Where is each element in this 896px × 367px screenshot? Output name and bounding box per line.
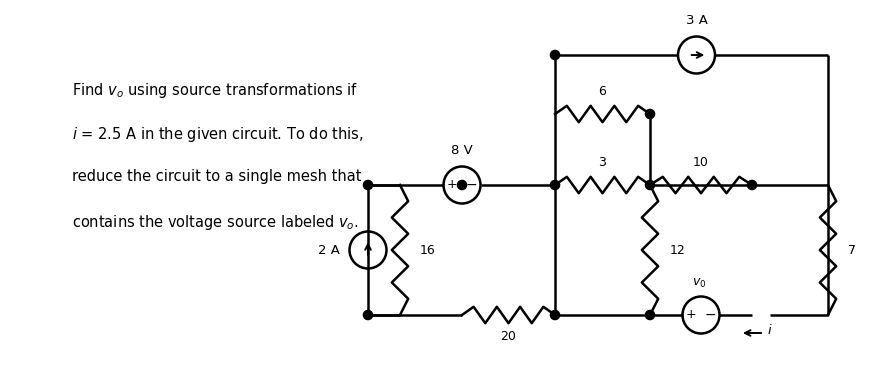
Circle shape (645, 310, 655, 320)
Text: −: − (705, 308, 717, 322)
Circle shape (364, 310, 373, 320)
Text: 8 V: 8 V (451, 145, 473, 157)
Text: 20: 20 (501, 331, 516, 344)
Text: contains the voltage source labeled $v_o$.: contains the voltage source labeled $v_o… (72, 213, 358, 232)
Text: 3: 3 (599, 156, 607, 170)
Text: +: + (686, 309, 697, 321)
Text: 7: 7 (848, 243, 856, 257)
Circle shape (550, 181, 560, 190)
Circle shape (645, 109, 655, 119)
Circle shape (747, 181, 756, 190)
Text: $i$: $i$ (767, 323, 772, 337)
Text: reduce the circuit to a single mesh that: reduce the circuit to a single mesh that (72, 169, 361, 184)
Text: 3 A: 3 A (685, 15, 708, 28)
Text: Find $v_o$ using source transformations if: Find $v_o$ using source transformations … (72, 81, 358, 100)
Text: 16: 16 (420, 243, 435, 257)
Circle shape (645, 181, 655, 190)
Circle shape (550, 50, 560, 59)
Text: −: − (466, 178, 478, 192)
Text: $i$ = 2.5 A in the given circuit. To do this,: $i$ = 2.5 A in the given circuit. To do … (72, 125, 363, 144)
Text: 2 A: 2 A (317, 243, 340, 257)
Circle shape (364, 181, 373, 190)
Circle shape (550, 310, 560, 320)
Text: +: + (447, 178, 458, 192)
Circle shape (457, 181, 467, 190)
Text: 6: 6 (599, 86, 607, 98)
Text: 10: 10 (694, 156, 709, 170)
Text: 12: 12 (670, 243, 685, 257)
Text: $v_0$: $v_0$ (692, 277, 706, 291)
